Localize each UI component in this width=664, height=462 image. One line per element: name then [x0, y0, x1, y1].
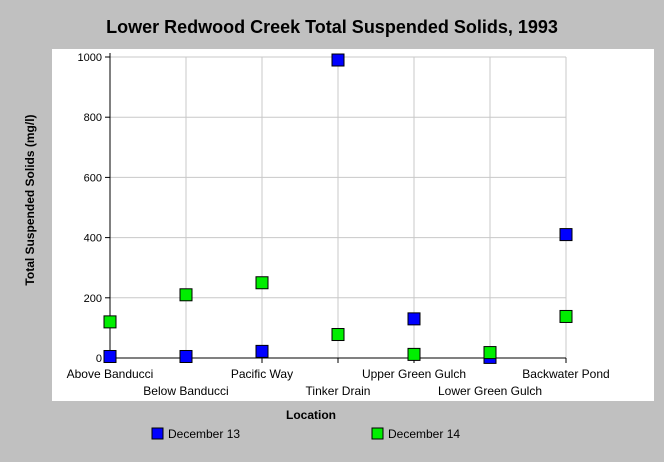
data-point-series-1	[407, 312, 421, 326]
x-tick-label: Above Banducci	[67, 367, 154, 381]
data-point-series-2	[331, 328, 345, 342]
y-tick-label: 800	[84, 112, 102, 124]
x-tick-label: Backwater Pond	[522, 367, 609, 381]
data-point-series-2	[407, 347, 421, 361]
data-point-series-1	[331, 53, 345, 67]
x-tick-label: Tinker Drain	[306, 384, 371, 398]
x-axis-label: Location	[286, 408, 336, 422]
y-tick-label: 1000	[78, 52, 102, 64]
legend-label: December 13	[168, 427, 240, 441]
x-tick-label: Below Banducci	[143, 384, 228, 398]
data-point-series-1	[103, 349, 117, 363]
legend-label: December 14	[388, 427, 460, 441]
x-tick-label: Pacific Way	[231, 367, 293, 381]
x-tick-label: Upper Green Gulch	[362, 367, 466, 381]
x-tick-label: Lower Green Gulch	[438, 384, 542, 398]
y-tick-label: 400	[84, 233, 102, 245]
data-point-series-2	[483, 346, 497, 360]
data-point-series-1	[559, 228, 573, 242]
legend-swatch	[151, 427, 164, 440]
data-point-series-2	[255, 276, 269, 290]
y-axis-label: Total Suspended Solids (mg/l)	[23, 114, 37, 285]
chart-title: Lower Redwood Creek Total Suspended Soli…	[106, 17, 558, 37]
data-point-series-2	[559, 309, 573, 323]
y-tick-label: 600	[84, 172, 102, 184]
marks-layer	[103, 53, 573, 364]
plot-area	[52, 49, 654, 401]
data-point-series-1	[179, 349, 193, 363]
legend-swatch	[371, 427, 384, 440]
y-tick-label: 200	[84, 293, 102, 305]
axis-layer: 0 200 400 600 800 1000 Above Banducci Below Ban…	[67, 52, 610, 398]
data-point-series-2	[179, 288, 193, 302]
y-tick-label: 0	[96, 353, 102, 365]
data-point-series-1	[255, 344, 269, 358]
data-point-series-2	[103, 315, 117, 329]
legend: December 13 December 14	[151, 427, 460, 441]
